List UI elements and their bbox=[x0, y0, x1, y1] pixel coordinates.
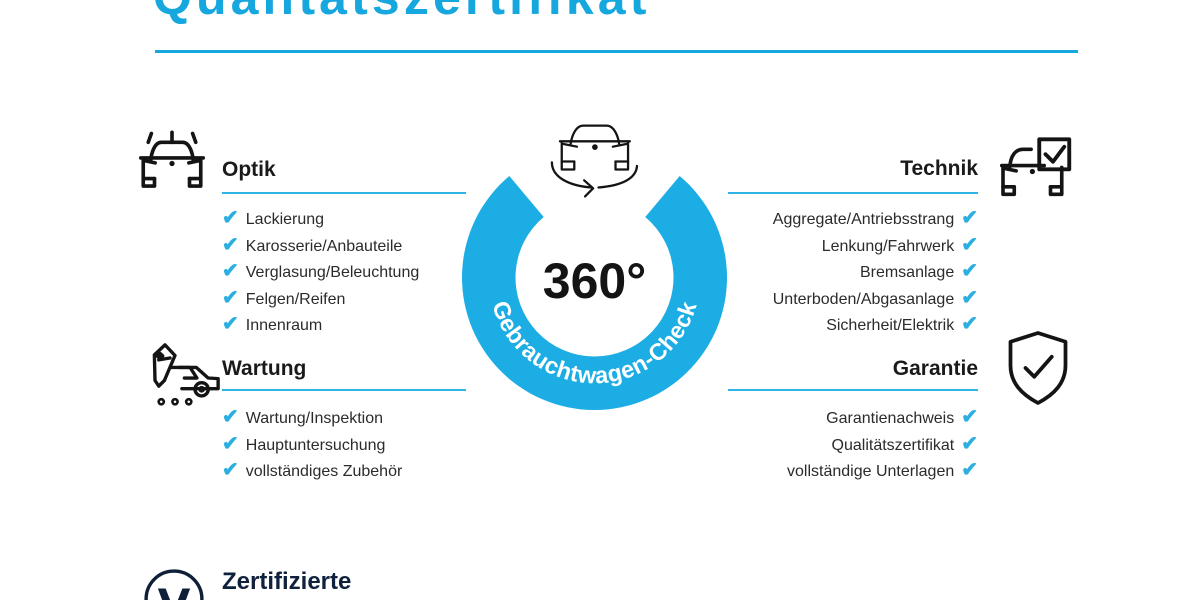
svg-text:360°: 360° bbox=[543, 253, 646, 309]
